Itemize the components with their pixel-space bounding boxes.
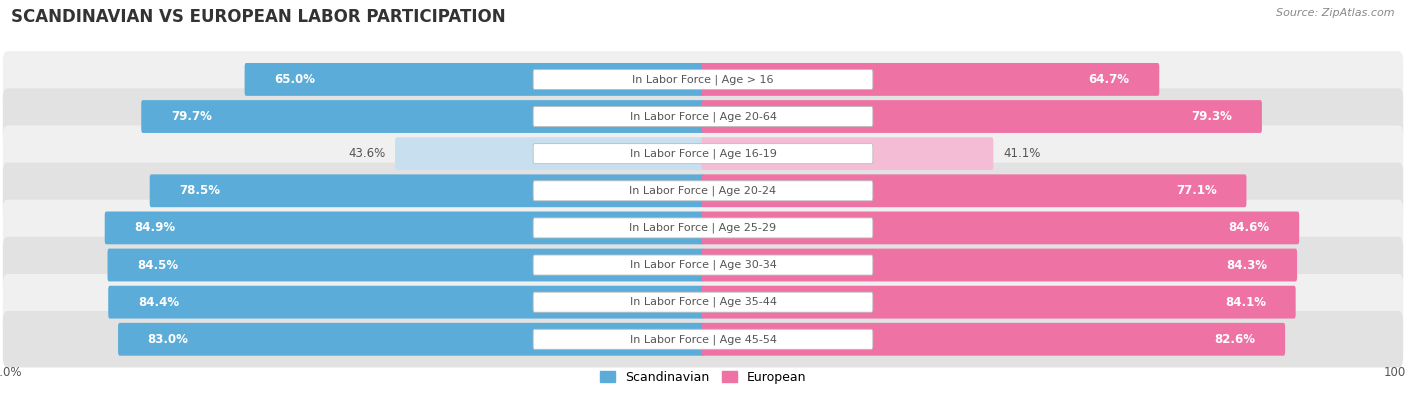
FancyBboxPatch shape (702, 211, 1299, 245)
Text: In Labor Force | Age 35-44: In Labor Force | Age 35-44 (630, 297, 776, 307)
Text: Source: ZipAtlas.com: Source: ZipAtlas.com (1277, 8, 1395, 18)
FancyBboxPatch shape (395, 137, 704, 170)
FancyBboxPatch shape (533, 70, 873, 89)
Text: In Labor Force | Age 45-54: In Labor Force | Age 45-54 (630, 334, 776, 344)
FancyBboxPatch shape (533, 107, 873, 126)
Text: In Labor Force | Age 20-64: In Labor Force | Age 20-64 (630, 111, 776, 122)
FancyBboxPatch shape (149, 174, 704, 207)
FancyBboxPatch shape (3, 274, 1403, 330)
FancyBboxPatch shape (3, 88, 1403, 145)
FancyBboxPatch shape (104, 211, 704, 245)
FancyBboxPatch shape (141, 100, 704, 133)
Text: 84.4%: 84.4% (138, 295, 179, 308)
FancyBboxPatch shape (533, 144, 873, 164)
Text: SCANDINAVIAN VS EUROPEAN LABOR PARTICIPATION: SCANDINAVIAN VS EUROPEAN LABOR PARTICIPA… (11, 8, 506, 26)
Text: 77.1%: 77.1% (1177, 184, 1218, 197)
Legend: Scandinavian, European: Scandinavian, European (595, 366, 811, 389)
Text: 79.3%: 79.3% (1191, 110, 1233, 123)
FancyBboxPatch shape (107, 248, 704, 282)
Text: 64.7%: 64.7% (1088, 73, 1130, 86)
Text: 84.9%: 84.9% (134, 222, 176, 234)
FancyBboxPatch shape (3, 311, 1403, 367)
FancyBboxPatch shape (702, 323, 1285, 356)
Text: 84.5%: 84.5% (138, 259, 179, 271)
FancyBboxPatch shape (3, 126, 1403, 182)
FancyBboxPatch shape (3, 51, 1403, 108)
FancyBboxPatch shape (702, 100, 1263, 133)
FancyBboxPatch shape (3, 200, 1403, 256)
Text: 78.5%: 78.5% (180, 184, 221, 197)
Text: 43.6%: 43.6% (349, 147, 385, 160)
Text: In Labor Force | Age 20-24: In Labor Force | Age 20-24 (630, 186, 776, 196)
Text: In Labor Force | Age 25-29: In Labor Force | Age 25-29 (630, 223, 776, 233)
Text: 84.1%: 84.1% (1225, 295, 1267, 308)
FancyBboxPatch shape (702, 137, 994, 170)
Text: 84.3%: 84.3% (1226, 259, 1268, 271)
FancyBboxPatch shape (702, 174, 1247, 207)
FancyBboxPatch shape (533, 292, 873, 312)
FancyBboxPatch shape (3, 163, 1403, 219)
FancyBboxPatch shape (702, 286, 1296, 318)
Text: 84.6%: 84.6% (1229, 222, 1270, 234)
Text: 65.0%: 65.0% (274, 73, 315, 86)
FancyBboxPatch shape (533, 181, 873, 201)
FancyBboxPatch shape (533, 218, 873, 238)
Text: 82.6%: 82.6% (1215, 333, 1256, 346)
FancyBboxPatch shape (702, 63, 1160, 96)
FancyBboxPatch shape (118, 323, 704, 356)
Text: In Labor Force | Age 16-19: In Labor Force | Age 16-19 (630, 149, 776, 159)
FancyBboxPatch shape (245, 63, 704, 96)
Text: 41.1%: 41.1% (1004, 147, 1040, 160)
FancyBboxPatch shape (3, 237, 1403, 293)
FancyBboxPatch shape (702, 248, 1298, 282)
Text: 83.0%: 83.0% (148, 333, 188, 346)
FancyBboxPatch shape (533, 329, 873, 349)
FancyBboxPatch shape (533, 255, 873, 275)
Text: In Labor Force | Age > 16: In Labor Force | Age > 16 (633, 74, 773, 85)
Text: 79.7%: 79.7% (172, 110, 212, 123)
Text: In Labor Force | Age 30-34: In Labor Force | Age 30-34 (630, 260, 776, 270)
FancyBboxPatch shape (108, 286, 704, 318)
